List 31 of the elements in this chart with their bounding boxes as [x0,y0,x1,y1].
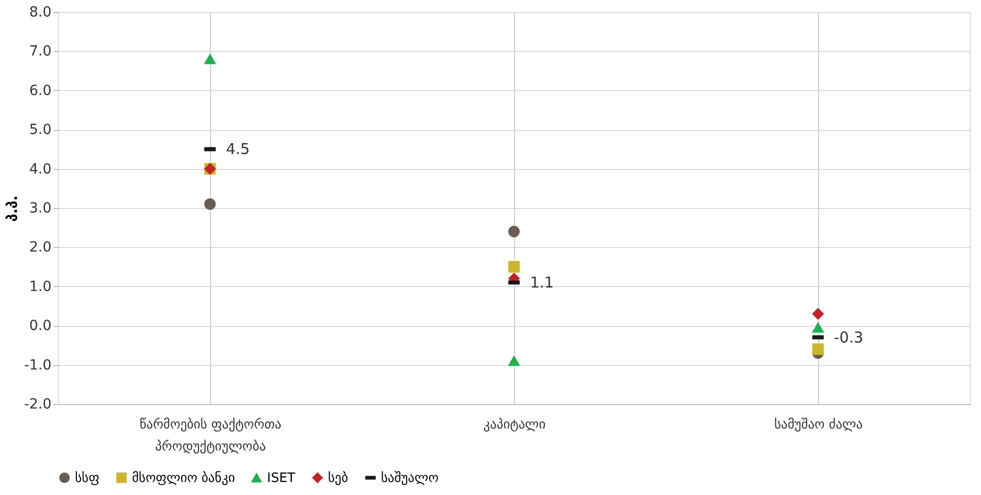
point [204,198,216,210]
x-tick-label: კაპიტალი [483,418,546,432]
legend-label: სსფ [75,470,100,486]
x-tick-label: სამუშაო ძალა [774,418,863,432]
y-tick-label: 4.0 [29,161,52,178]
data-label: -0.3 [834,328,864,346]
y-axis-title: პ.პ. [5,195,22,222]
point [508,356,520,366]
point [508,226,520,238]
point [204,54,216,64]
legend-label: ISET [267,470,296,486]
y-tick-label: 6.0 [29,82,52,99]
data-label: 1.1 [530,273,554,292]
y-tick-label: 8.0 [29,4,52,20]
point [812,322,824,333]
y-tick-label: 3.0 [29,200,52,216]
y-tick-label: -2.0 [24,396,52,412]
y-tick-label: 5.0 [29,122,52,138]
data-label: 4.5 [226,140,250,158]
legend-label: სებ [328,470,348,486]
legend-label: საშუალო [381,470,439,486]
y-tick-label: 1.0 [29,278,52,295]
point [812,343,824,355]
point [812,308,824,320]
legend-label: მსოფლიო ბანკი [132,470,236,486]
y-tick-label: 7.0 [29,44,52,60]
point [508,261,520,273]
x-tick-label: წარმოების ფაქტორთა პროდუქტიულობა [140,418,282,454]
y-tick-label: 0.0 [29,318,52,334]
y-tick-label: 2.0 [29,240,52,256]
y-tick-label: -1.0 [24,357,52,374]
